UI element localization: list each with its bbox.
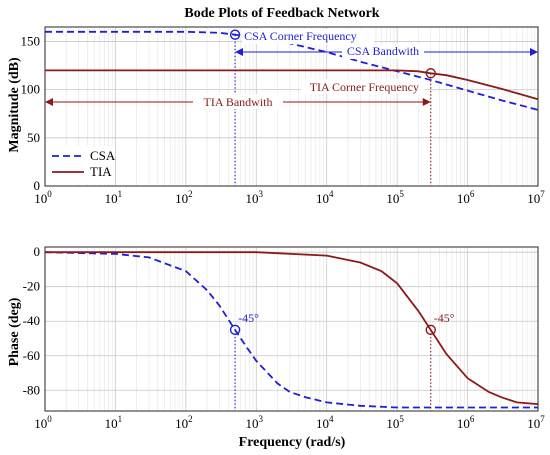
series-line-csa bbox=[45, 30, 539, 111]
y-tick-label: 0 bbox=[34, 244, 41, 259]
y-tick-label: 150 bbox=[21, 33, 41, 48]
series-line-csa bbox=[44, 251, 538, 409]
x-tick-label: 104 bbox=[316, 414, 334, 431]
x-tick-label: 102 bbox=[175, 414, 193, 431]
phase-grid bbox=[44, 246, 539, 412]
magnitude-plot: 100 101 102 103 104 105 106 107 0 50 100 150 CSA Co… bbox=[7, 26, 546, 206]
y-tick-label: -60 bbox=[23, 348, 40, 363]
x-tick-label: 100 bbox=[34, 414, 52, 431]
x-tick-label: 105 bbox=[386, 189, 404, 206]
phase-ticks: 100 101 102 103 104 105 106 107 0 -20 -40 -60 -80 bbox=[23, 244, 546, 431]
y-tick-label: 50 bbox=[27, 130, 40, 145]
x-tick-label: 107 bbox=[527, 414, 545, 431]
label-background bbox=[342, 44, 424, 59]
x-tick-label: 104 bbox=[316, 189, 334, 206]
marker-tia bbox=[425, 68, 436, 79]
series-line-tia bbox=[45, 251, 539, 405]
y-tick-label: -40 bbox=[23, 313, 40, 328]
y-tick-label: -80 bbox=[23, 382, 40, 397]
marker-csa bbox=[229, 324, 241, 336]
magnitude-ticks: 100 101 102 103 104 105 106 107 0 50 100 150 bbox=[21, 33, 546, 206]
y-tick-label: 100 bbox=[21, 82, 41, 97]
label-background bbox=[193, 94, 283, 109]
x-tick-label: 107 bbox=[527, 189, 545, 206]
x-tick-label: 103 bbox=[246, 189, 264, 206]
legend-label-tia: TIA bbox=[90, 164, 112, 179]
x-tick-label: 106 bbox=[457, 414, 475, 431]
phase-plot: 100 101 102 103 104 105 106 107 0 -20 -40 -60 -80 -4… bbox=[7, 244, 545, 450]
x-tick-label: 102 bbox=[175, 189, 193, 206]
tia-corner-label: TIA Corner Frequency bbox=[310, 80, 419, 94]
tia-phase-label: -45° bbox=[434, 311, 455, 325]
phase-annotations: -45° -45° bbox=[238, 311, 455, 325]
plot-frame bbox=[44, 246, 539, 412]
csa-corner-label: CSA Corner Frequency bbox=[244, 29, 357, 43]
magnitude-y-axis-label: Magnitude (dB) bbox=[7, 57, 22, 153]
legend-label-csa: CSA bbox=[90, 148, 116, 163]
marker-csa bbox=[229, 29, 241, 40]
x-tick-label: 100 bbox=[34, 189, 52, 206]
x-tick-label: 105 bbox=[386, 414, 404, 431]
marker-tia bbox=[425, 324, 436, 336]
phase-y-axis-label: Phase (deg) bbox=[7, 297, 22, 366]
label-background bbox=[242, 29, 375, 44]
magnitude-grid bbox=[44, 26, 539, 187]
tia-bandwidth-label: TIA Bandwith bbox=[204, 95, 273, 109]
phase-x-axis-label: Frequency (rad/s) bbox=[239, 435, 346, 450]
csa-phase-label: -45° bbox=[238, 311, 259, 325]
phase-series bbox=[44, 251, 539, 411]
legend-box bbox=[47, 146, 115, 184]
series-line-tia bbox=[45, 69, 539, 101]
label-background bbox=[301, 79, 425, 94]
chart-title: Bode Plots of Feedback Network bbox=[184, 6, 379, 21]
x-tick-label: 101 bbox=[105, 189, 123, 206]
plot-frame bbox=[44, 26, 539, 187]
x-tick-label: 103 bbox=[246, 414, 264, 431]
csa-bandwidth-label: CSA Bandwith bbox=[347, 44, 419, 58]
magnitude-series bbox=[45, 29, 539, 186]
y-tick-label: -20 bbox=[23, 279, 40, 294]
x-tick-label: 101 bbox=[105, 414, 123, 431]
y-tick-label: 0 bbox=[34, 178, 41, 193]
x-tick-label: 106 bbox=[457, 189, 475, 206]
